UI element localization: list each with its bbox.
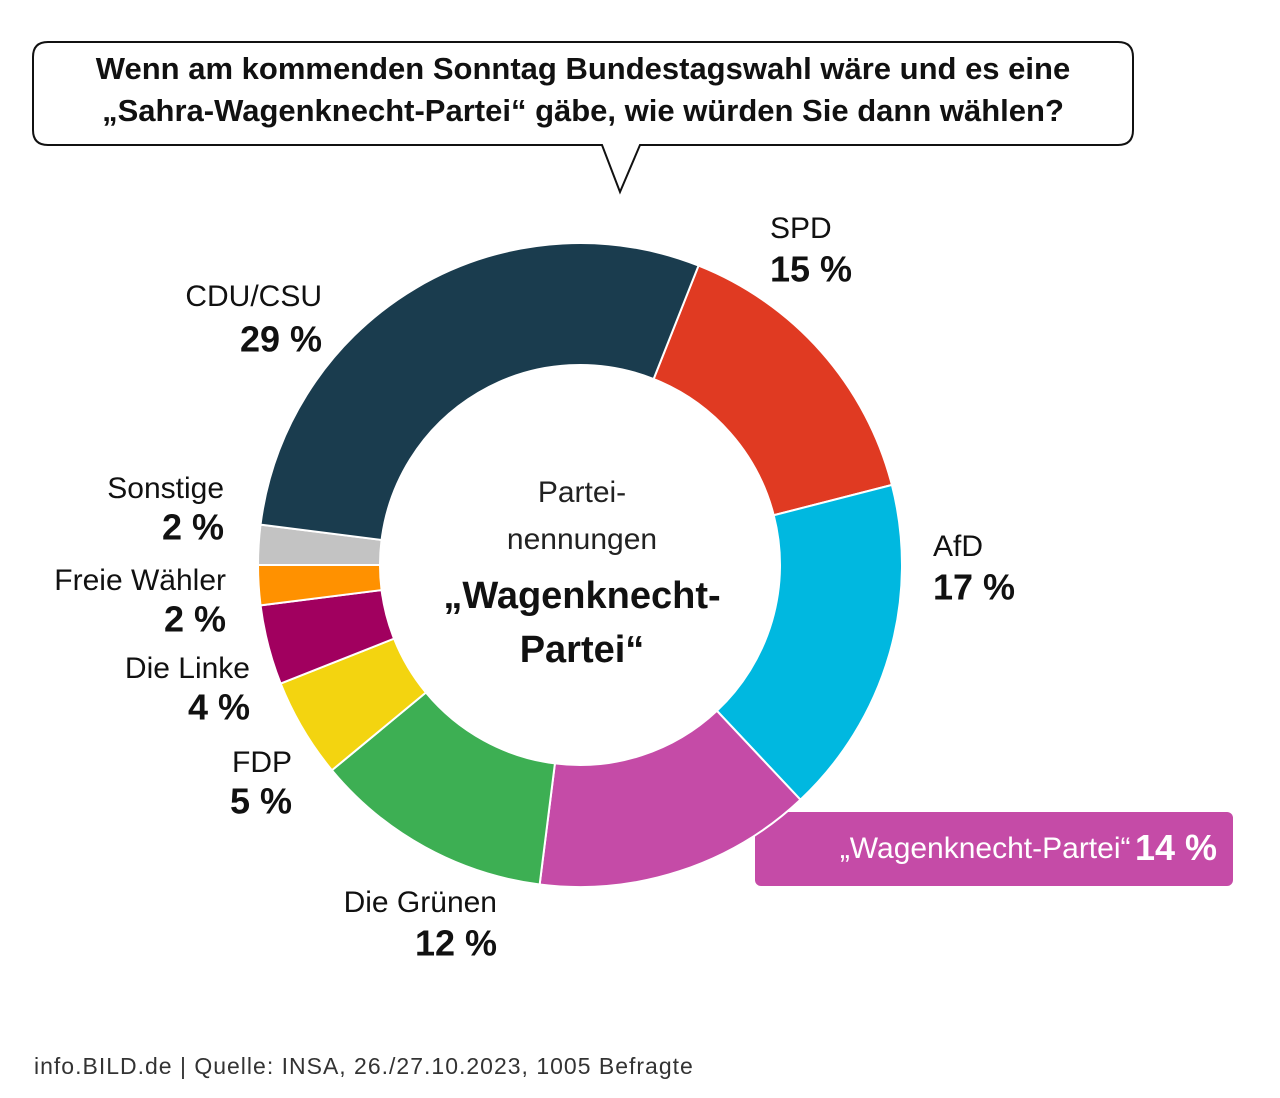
speech-bubble [32,41,1134,195]
value-label: 14 % [1135,827,1217,868]
donut-slice [259,242,700,542]
value-label: 2 % [162,507,224,548]
category-label: „Wagenknecht-Partei“ [840,832,1131,865]
category-label: Die Linke [125,652,250,685]
category-label: FDP [232,746,292,779]
value-label: 5 % [230,781,292,822]
center-text: Partei“ [520,629,645,671]
center-text: „Wagenknecht- [443,575,720,617]
source: info.BILD.de | Quelle: INSA, 26./27.10.2… [34,1053,694,1079]
title-line: Wenn am kommenden Sonntag Bundestagswahl… [96,51,1070,86]
value-label: 4 % [188,687,250,728]
category-label: SPD [770,212,832,245]
donut-slice [715,483,903,802]
value-label: 15 % [770,249,852,290]
category-label: Freie Wähler [54,564,226,597]
donut-slice [652,264,894,517]
center-text: Partei- [538,476,626,509]
value-label: 29 % [240,319,322,360]
value-label: 17 % [933,567,1015,608]
category-label: CDU/CSU [185,280,322,313]
highlight-label: „Wagenknecht-Partei“ 14 % [840,827,1217,868]
title-line: „Sahra-Wagenknecht-Partei“ gäbe, wie wür… [102,93,1064,128]
category-label: Die Grünen [344,886,497,919]
category-label: Sonstige [107,472,224,505]
value-label: 2 % [164,599,226,640]
center-text: nennungen [507,523,657,556]
value-label: 12 % [415,923,497,964]
highlight-box [755,812,1233,886]
category-label: AfD [933,530,983,563]
